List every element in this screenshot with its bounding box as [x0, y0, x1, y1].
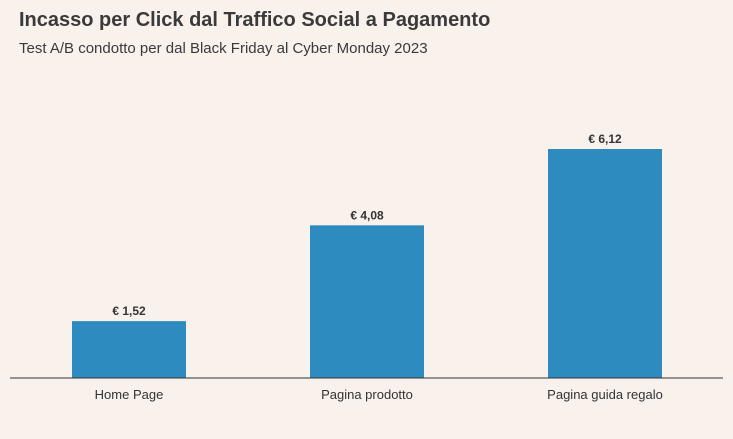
x-tick-label: Pagina prodotto — [321, 387, 413, 402]
data-label: € 6,12 — [588, 132, 622, 146]
x-tick-label: Home Page — [95, 387, 164, 402]
data-label: € 4,08 — [350, 208, 384, 222]
chart-title: Incasso per Click dal Traffico Social a … — [19, 9, 491, 31]
chart-subtitle: Test A/B condotto per dal Black Friday a… — [19, 40, 428, 57]
bar-home-page — [72, 321, 186, 378]
bar-pagina-prodotto — [310, 225, 424, 378]
data-label: € 1,52 — [112, 304, 146, 318]
bar-pagina-guida-regalo — [548, 149, 662, 378]
x-tick-label: Pagina guida regalo — [547, 387, 663, 402]
